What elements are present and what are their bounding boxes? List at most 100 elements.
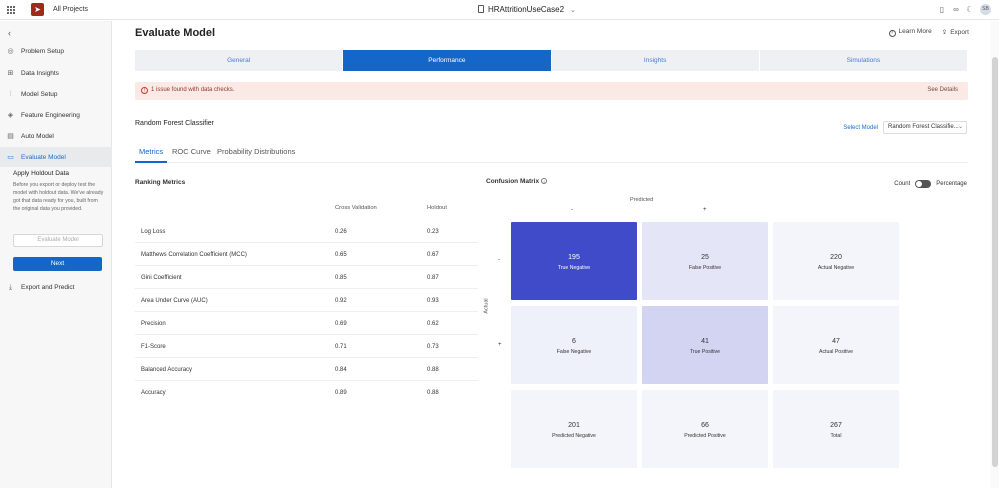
select-model-label: Select Model <box>843 124 878 131</box>
table-row: Area Under Curve (AUC) 0.92 0.93 <box>135 289 478 312</box>
confusion-cell: 41 True Positive <box>642 306 768 384</box>
select-model: Select Model Random Forest Classifie... ⌄ <box>843 121 967 134</box>
project-name: HRAttritionUseCase2 <box>488 5 565 14</box>
issue-message: 1 issue found with data checks. <box>151 87 235 93</box>
table-row: Accuracy 0.89 0.88 <box>135 381 478 404</box>
confusion-cell-label: Actual Negative <box>817 265 855 271</box>
all-projects-link[interactable]: All Projects <box>53 6 89 13</box>
sidebar-item-label: Evaluate Model <box>21 153 66 161</box>
confusion-cell-value: 47 <box>832 338 840 345</box>
sidebar-item-data-insights[interactable]: ⊞ Data Insights <box>0 63 112 83</box>
col-header-holdout: Holdout <box>427 205 447 211</box>
confusion-cell: 47 Actual Positive <box>773 306 899 384</box>
sidebar-item-problem-setup[interactable]: ◎ Problem Setup <box>0 41 112 61</box>
export-button[interactable]: ⇪ Export <box>942 28 969 37</box>
confusion-matrix-title: Confusion Matrix i <box>486 178 548 185</box>
tab-performance[interactable]: Performance <box>343 50 552 71</box>
confusion-cell-value: 220 <box>830 254 842 261</box>
metric-cv: 0.89 <box>335 390 347 396</box>
scrollbar-thumb[interactable] <box>992 57 998 467</box>
info-icon[interactable]: i <box>541 178 548 184</box>
metric-holdout: 0.93 <box>427 298 439 304</box>
chevron-down-icon: ⌄ <box>570 7 576 14</box>
export-label: Export <box>950 29 969 36</box>
device-icon[interactable]: ▯ <box>939 5 945 14</box>
table-row: Balanced Accuracy 0.84 0.88 <box>135 358 478 381</box>
confusion-cell: 25 False Positive <box>642 222 768 300</box>
sidebar-item-model-setup[interactable]: ⫶ Model Setup <box>0 84 112 104</box>
subtab-metrics[interactable]: Metrics <box>139 147 164 156</box>
main-content: Evaluate Model ? Learn More ⇪ Export Gener… <box>113 21 991 488</box>
confusion-cell-label: False Positive <box>688 265 722 271</box>
metric-name: Area Under Curve (AUC) <box>141 298 208 304</box>
table-row: Gini Coefficient 0.85 0.87 <box>135 266 478 289</box>
sidebar-item-label: Data Insights <box>21 69 59 77</box>
sidebar-item-evaluate-model[interactable]: ▭ Evaluate Model <box>0 147 112 167</box>
confusion-cell-label: True Positive <box>689 349 721 355</box>
avatar[interactable]: SB <box>980 4 991 15</box>
confusion-matrix-label: Confusion Matrix <box>486 178 540 185</box>
learn-more-link[interactable]: ? Learn More <box>888 28 932 37</box>
see-details-link[interactable]: See Details <box>927 87 958 93</box>
metric-name: Accuracy <box>141 390 166 396</box>
sidebar-item-export-predict[interactable]: ⤓ Export and Predict <box>0 277 112 297</box>
model-dropdown[interactable]: Random Forest Classifie... ⌄ <box>883 121 967 134</box>
metric-cv: 0.69 <box>335 321 347 327</box>
moon-icon[interactable]: ☾ <box>966 5 974 14</box>
holdout-title: Apply Holdout Data <box>13 170 70 177</box>
collapse-sidebar-icon[interactable]: ‹ <box>8 28 11 38</box>
subtab-roc-curve[interactable]: ROC Curve <box>172 147 211 156</box>
sidebar-item-label: Auto Model <box>21 132 54 140</box>
sidebar-item-label: Feature Engineering <box>21 111 80 119</box>
sidebar-item-label: Model Setup <box>21 90 58 98</box>
subtab-probability-distributions[interactable]: Probability Distributions <box>217 147 296 156</box>
confusion-cell-label: True Negative <box>557 265 591 271</box>
metric-holdout: 0.87 <box>427 275 439 281</box>
confusion-cell: 6 False Negative <box>511 306 637 384</box>
top-bar: ➤ All Projects HRAttritionUseCase2 ⌄ ▯ ∞ … <box>0 0 999 20</box>
warning-icon: ! <box>141 87 148 94</box>
project-selector[interactable]: HRAttritionUseCase2 ⌄ <box>478 5 576 14</box>
page-title: Evaluate Model <box>135 27 216 39</box>
next-button[interactable]: Next <box>13 257 102 271</box>
app-logo[interactable]: ➤ <box>31 3 44 16</box>
link-icon[interactable]: ∞ <box>953 5 959 14</box>
metric-holdout: 0.88 <box>427 390 439 396</box>
confusion-cell: 66 Predicted Positive <box>642 390 768 468</box>
toggle-switch[interactable] <box>915 180 932 188</box>
tab-general[interactable]: General <box>135 50 344 71</box>
actual-axis-label: Actual <box>483 298 490 314</box>
model-name: Random Forest Classifier <box>135 120 214 127</box>
confusion-cell-value: 201 <box>568 422 580 429</box>
actual-positive-sign: + <box>498 342 502 348</box>
evaluate-model-button[interactable]: Evaluate Model <box>13 234 103 247</box>
toggle-knob <box>916 181 923 187</box>
metric-holdout: 0.62 <box>427 321 439 327</box>
chevron-down-icon: ⌄ <box>957 124 963 130</box>
confusion-cell-label: Predicted Negative <box>552 433 596 439</box>
tab-bar: General Performance Insights Simulations <box>135 50 968 71</box>
metric-cv: 0.85 <box>335 275 347 281</box>
scrollbar-track[interactable] <box>991 21 999 488</box>
app-grid-icon[interactable] <box>7 6 15 14</box>
predicted-axis-label: Predicted <box>630 197 654 203</box>
metric-cv: 0.92 <box>335 298 347 304</box>
table-row: Log Loss 0.26 0.23 <box>135 220 478 243</box>
sidebar-item-auto-model[interactable]: ▤ Auto Model <box>0 126 112 146</box>
metric-name: F1-Score <box>141 344 166 350</box>
sliders-icon: ⫶ <box>9 90 12 98</box>
metric-name: Balanced Accuracy <box>141 367 193 373</box>
confusion-cell: 267 Total <box>773 390 899 468</box>
tab-insights[interactable]: Insights <box>551 50 760 71</box>
tab-simulations[interactable]: Simulations <box>759 50 968 71</box>
learn-more-label: Learn More <box>898 28 932 35</box>
toggle-percentage-label: Percentage <box>936 181 967 187</box>
holdout-description: Before you export or deploy test the mod… <box>13 182 104 212</box>
header-actions: ? Learn More ⇪ Export <box>888 28 969 37</box>
confusion-cell-value: 6 <box>572 338 576 345</box>
metric-holdout: 0.67 <box>427 252 439 258</box>
sidebar-item-feature-engineering[interactable]: ◈ Feature Engineering <box>0 105 112 125</box>
target-icon: ◎ <box>7 47 14 55</box>
download-icon: ⤓ <box>8 283 13 291</box>
col-header-cross-validation: Cross Validation <box>335 205 377 211</box>
